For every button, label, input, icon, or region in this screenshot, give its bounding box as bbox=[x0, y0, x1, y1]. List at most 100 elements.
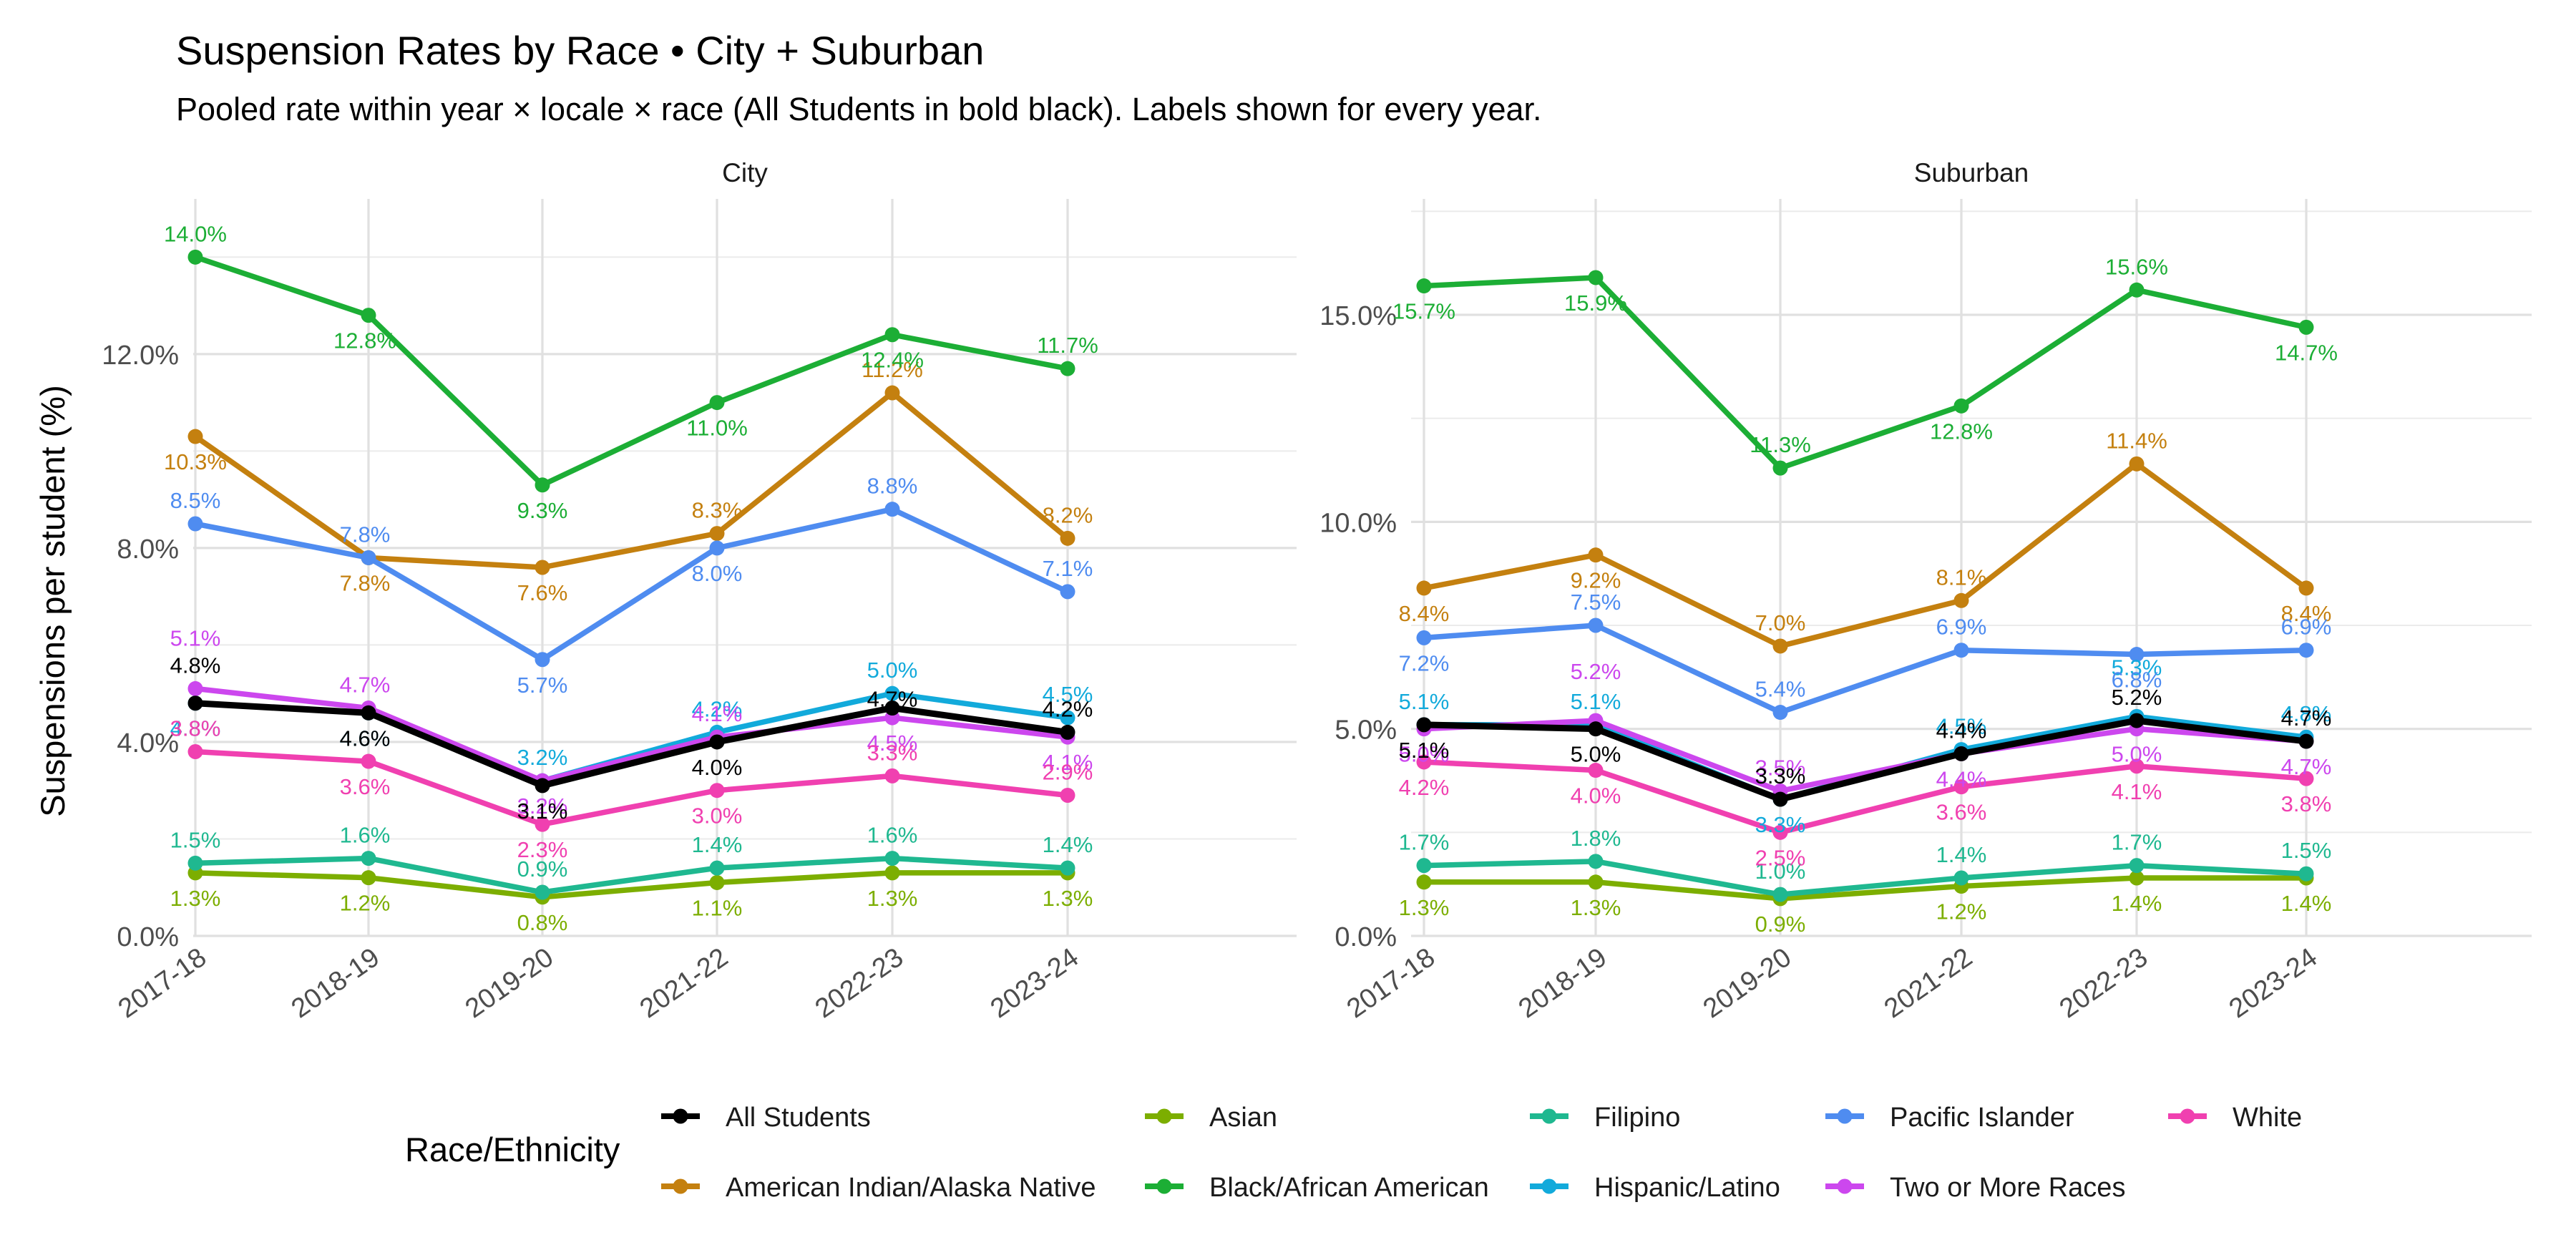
series-line bbox=[1421, 622, 2309, 716]
legend-item-white: White bbox=[2168, 1103, 2302, 1133]
data-point bbox=[1953, 746, 1969, 761]
data-label: 1.3% bbox=[170, 886, 221, 911]
data-label: 4.5% bbox=[867, 731, 918, 756]
data-point bbox=[2129, 713, 2145, 728]
x-tick-label: 2019-20 bbox=[460, 942, 559, 1024]
data-label: 8.0% bbox=[692, 561, 743, 586]
series-line bbox=[192, 506, 1070, 663]
series-line bbox=[1421, 275, 2309, 471]
series-line bbox=[1421, 718, 2309, 794]
data-label: 8.4% bbox=[1399, 601, 1450, 626]
data-label: 1.4% bbox=[2281, 891, 2332, 916]
data-label: 5.7% bbox=[517, 673, 568, 698]
data-label: 1.6% bbox=[867, 823, 918, 848]
data-label: 14.0% bbox=[164, 221, 227, 246]
data-point bbox=[361, 550, 376, 565]
data-point bbox=[1953, 398, 1969, 414]
data-point bbox=[1953, 870, 1969, 886]
data-point bbox=[1060, 724, 1075, 740]
data-label: 9.2% bbox=[1571, 568, 1621, 593]
data-label: 4.8% bbox=[170, 716, 221, 741]
data-label: 4.8% bbox=[2281, 701, 2332, 726]
legend-label: White bbox=[2233, 1103, 2302, 1133]
data-label: 2.9% bbox=[1043, 759, 1093, 784]
data-point bbox=[2298, 319, 2314, 335]
series-two-or-more-races bbox=[187, 680, 1075, 788]
data-point bbox=[1416, 874, 1432, 890]
series-line bbox=[192, 855, 1070, 895]
data-label: 7.1% bbox=[1043, 556, 1093, 581]
panel-title: City bbox=[722, 158, 768, 187]
legend-key-point bbox=[1156, 1108, 1172, 1124]
series-american-indian-alaska-native bbox=[1416, 456, 2314, 654]
data-point bbox=[1060, 361, 1075, 376]
data-label: 3.2% bbox=[517, 745, 568, 770]
data-point bbox=[709, 860, 725, 876]
data-point bbox=[1416, 580, 1432, 596]
y-axis-label: Suspensions per student (%) bbox=[34, 385, 72, 817]
series-line bbox=[1421, 875, 2309, 902]
series-line bbox=[192, 748, 1070, 827]
y-tick-label: 8.0% bbox=[117, 534, 179, 565]
data-label: 15.6% bbox=[2105, 254, 2168, 279]
data-point bbox=[884, 385, 900, 401]
data-label: 11.3% bbox=[1750, 432, 1811, 457]
legend-label: Hispanic/Latino bbox=[1594, 1173, 1780, 1203]
data-label: 4.7% bbox=[867, 687, 918, 712]
data-label: 9.3% bbox=[517, 498, 568, 523]
data-label: 0.9% bbox=[517, 856, 568, 882]
data-point bbox=[535, 652, 550, 668]
data-label: 12.8% bbox=[333, 328, 396, 353]
data-point bbox=[1772, 791, 1788, 807]
data-label: 12.8% bbox=[1930, 419, 1993, 444]
series-line bbox=[192, 870, 1070, 900]
chart-title: Suspension Rates by Race • City + Suburb… bbox=[176, 28, 984, 73]
legend-key-point bbox=[1837, 1178, 1853, 1194]
series-line bbox=[192, 254, 1070, 488]
data-point bbox=[1060, 710, 1075, 726]
y-tick-label: 5.0% bbox=[1335, 716, 1397, 746]
data-point bbox=[361, 308, 376, 323]
legend-title: Race/Ethnicity bbox=[405, 1131, 620, 1168]
data-point bbox=[709, 540, 725, 556]
data-label: 3.1% bbox=[517, 799, 568, 824]
data-label: 1.3% bbox=[867, 886, 918, 911]
y-tick-label: 0.0% bbox=[117, 922, 179, 952]
data-label: 4.4% bbox=[1936, 718, 1987, 743]
data-label: 4.7% bbox=[2281, 706, 2332, 731]
data-label: 1.6% bbox=[340, 823, 391, 848]
data-point bbox=[361, 870, 376, 886]
data-label: 4.2% bbox=[1399, 775, 1450, 800]
data-point bbox=[1588, 547, 1604, 563]
x-tick-label: 2017-18 bbox=[1342, 942, 1440, 1024]
legend-key-point bbox=[2180, 1108, 2195, 1124]
series-all-students bbox=[187, 695, 1075, 794]
data-label: 1.4% bbox=[1043, 832, 1093, 857]
data-label: 7.8% bbox=[340, 570, 391, 595]
data-point bbox=[2129, 758, 2145, 774]
data-label: 3.6% bbox=[340, 774, 391, 799]
data-point bbox=[1588, 721, 1604, 737]
data-point bbox=[1588, 617, 1604, 633]
data-label: 6.9% bbox=[1936, 615, 1987, 640]
data-point bbox=[1060, 787, 1075, 803]
data-label: 3.3% bbox=[1755, 763, 1806, 788]
data-label: 0.8% bbox=[517, 910, 568, 935]
y-tick-label: 15.0% bbox=[1319, 301, 1397, 331]
data-label: 0.9% bbox=[1755, 912, 1806, 937]
data-point bbox=[1416, 858, 1432, 874]
series-black-african-american bbox=[1416, 270, 2314, 476]
data-label: 1.8% bbox=[1571, 826, 1621, 851]
data-point bbox=[1772, 638, 1788, 654]
series-line bbox=[1421, 759, 2309, 836]
data-labels: 10.3% 7.8% 7.6% 8.3% 11.2% 8.2% 1.3% 1.2% 0.8% 1.… bbox=[164, 221, 1098, 934]
x-tick-label: 2023-24 bbox=[985, 942, 1084, 1024]
data-point bbox=[1588, 270, 1604, 285]
data-label: 5.2% bbox=[1571, 659, 1621, 684]
series-filipino bbox=[1416, 854, 2314, 902]
data-point bbox=[1772, 824, 1788, 840]
x-tick-label: 2017-18 bbox=[113, 942, 212, 1024]
legend-key-point bbox=[1541, 1108, 1557, 1124]
